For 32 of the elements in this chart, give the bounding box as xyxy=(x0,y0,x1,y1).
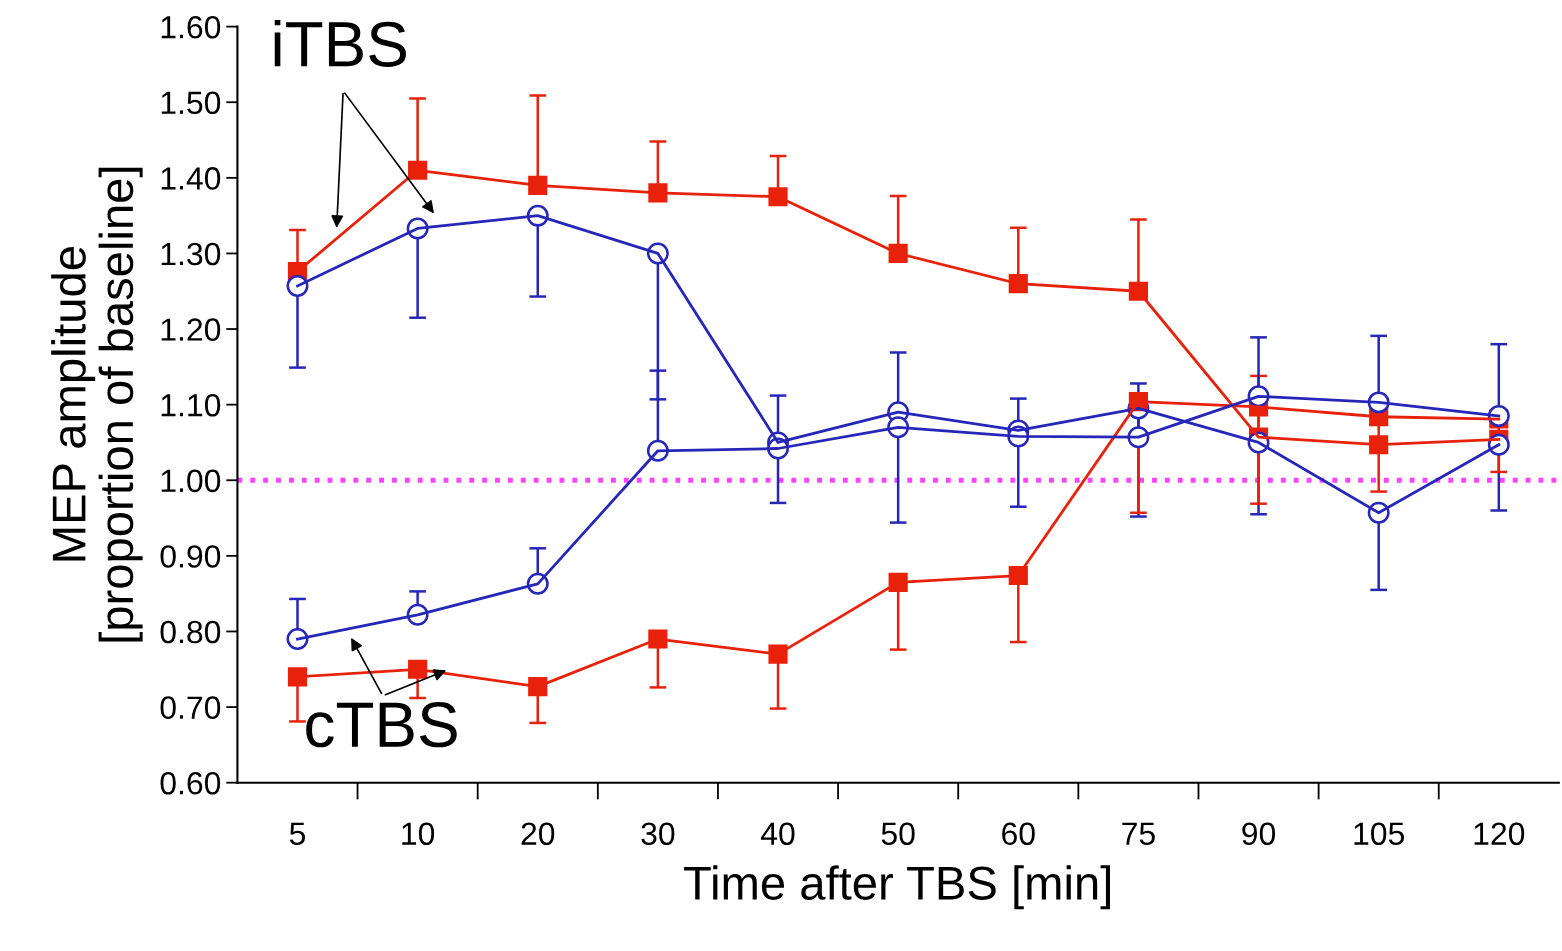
x-axis-title: Time after TBS [min] xyxy=(684,865,1110,910)
point xyxy=(287,667,308,687)
y-tick-label: 1.00 xyxy=(161,469,221,493)
x-tick-label: 30 xyxy=(641,822,675,846)
y-tick-label: 0.70 xyxy=(160,696,221,719)
point xyxy=(648,629,668,649)
x-tick-label: 60 xyxy=(1002,822,1035,846)
y-tick-label: 1.30 xyxy=(161,242,221,266)
x-tick-label: 40 xyxy=(760,822,795,846)
x-tick-label: 50 xyxy=(881,822,915,846)
point xyxy=(648,183,668,203)
y-tick-label: 1.40 xyxy=(161,167,221,190)
x-tick-label: 5 xyxy=(289,822,306,846)
point xyxy=(1008,274,1028,294)
x-tick-label: 90 xyxy=(1242,822,1276,846)
annotation: iTBS xyxy=(274,19,406,67)
y-tick-label: 1.50 xyxy=(161,91,221,115)
y-tick-label: 0.90 xyxy=(160,545,221,568)
x-tick-label: 20 xyxy=(521,822,555,846)
y-axis-title: MEP amplitude [proportion of baseline] xyxy=(51,167,143,642)
point xyxy=(768,644,788,664)
y-tick-label: 0.80 xyxy=(160,620,221,644)
x-tick-label: 120 xyxy=(1474,822,1525,846)
x-tick-label: 105 xyxy=(1354,822,1404,846)
x-tick-label: 10 xyxy=(402,822,435,846)
point xyxy=(768,187,788,207)
x-tick-label: 75 xyxy=(1122,822,1155,846)
y-tick-label: 1.20 xyxy=(161,318,221,341)
y-tick-label: 1.60 xyxy=(161,15,221,39)
y-tick-label: 1.10 xyxy=(161,393,221,417)
annotation: cTBS xyxy=(306,702,457,748)
y-tick-label: 0.60 xyxy=(160,771,221,795)
